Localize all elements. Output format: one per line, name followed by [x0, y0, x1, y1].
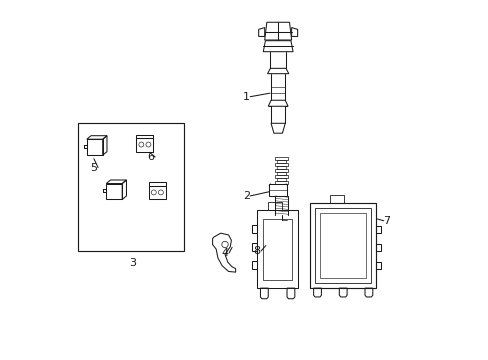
Bar	[329, 195, 343, 203]
Text: 5: 5	[90, 163, 97, 172]
Bar	[309, 203, 375, 288]
Bar	[256, 210, 297, 288]
Bar	[262, 219, 291, 280]
Bar	[268, 202, 282, 210]
Text: 3: 3	[129, 258, 136, 268]
Text: 1: 1	[242, 92, 249, 102]
Bar	[78, 123, 184, 251]
Text: 4: 4	[221, 248, 228, 258]
Text: 8: 8	[253, 246, 260, 256]
Text: 2: 2	[242, 191, 249, 201]
Bar	[319, 213, 365, 278]
Text: 7: 7	[383, 216, 390, 226]
Bar	[314, 208, 370, 283]
Text: 6: 6	[147, 152, 154, 162]
